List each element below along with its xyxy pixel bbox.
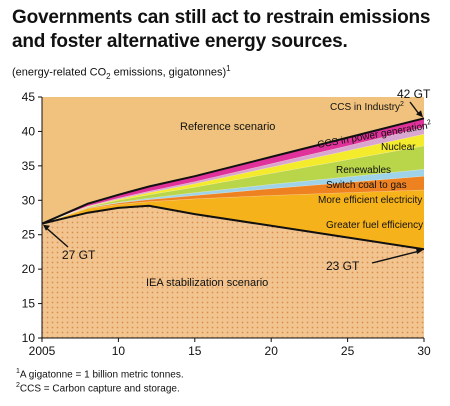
callout-start-arrow <box>45 227 69 248</box>
y-tick-label-20: 20 <box>22 262 36 276</box>
title-line-2: and foster alternative energy sources. <box>12 31 348 52</box>
wedge-boundary-3 <box>41 145 425 224</box>
wedge-ccs-in-industry <box>42 118 424 224</box>
footnote-2-text: CCS = Carbon capture and storage. <box>19 383 180 395</box>
label-more-efficient-electricity: More efficient electricity <box>318 195 422 206</box>
y-tick-label-35: 35 <box>22 159 36 173</box>
x-tick-label-30: 30 <box>417 344 431 358</box>
y-tick-label-15: 15 <box>22 297 36 311</box>
chart-subtitle: (energy-related CO2 emissions, gigatonne… <box>12 64 231 81</box>
callout-stabilization-arrowhead <box>416 248 423 255</box>
wedge-nuclear <box>42 134 424 224</box>
wedge-boundary-2 <box>41 169 425 224</box>
footnote-1-text: A gigatonne = 1 billion metric tonnes. <box>19 369 184 381</box>
wedge-more-efficient-electricity <box>42 176 424 224</box>
x-tick-label-15: 15 <box>188 344 202 358</box>
reference-line <box>41 117 425 225</box>
footnote-2: 2CCS = Carbon capture and storage. <box>16 382 180 394</box>
label-ccs-industry: CCS in Industry2 <box>330 101 404 113</box>
title-line-1: Governments can still act to restrain em… <box>12 7 431 28</box>
wedge-boundary-5 <box>41 127 425 224</box>
wedge-boundary-4 <box>41 134 425 224</box>
y-tick-label-45: 45 <box>22 90 36 104</box>
label-end-42gt: 42 GT <box>397 87 431 101</box>
callout-reference-arrowhead <box>416 110 423 118</box>
wedge-boundary-0 <box>41 189 425 224</box>
callout-start-arrowhead <box>43 224 50 231</box>
x-tick-label-20: 20 <box>265 344 279 358</box>
label-greater-fuel-efficiency: Greater fuel efficiency <box>326 220 423 231</box>
y-tick-label-10: 10 <box>22 331 36 345</box>
stabilization-line <box>41 204 425 251</box>
label-start-27gt: 27 GT <box>62 248 96 262</box>
x-tick-label-2005: 2005 <box>29 344 56 358</box>
subtitle-text-end: emissions, gigatonnes) <box>110 66 227 79</box>
label-stabilization-scenario: IEA stabilization scenario <box>146 277 268 289</box>
label-nuclear: Nuclear <box>381 142 416 153</box>
x-tick-label-25: 25 <box>341 344 355 358</box>
label-end-23gt: 23 GT <box>326 259 360 273</box>
subtitle-subscript: 2 <box>106 71 111 81</box>
label-switch-coal-to-gas: Switch coal to gas <box>326 180 407 191</box>
footnote-2-mark: 2 <box>16 382 20 389</box>
y-tick-label-25: 25 <box>22 228 36 242</box>
stabilization-scenario-area <box>42 205 424 338</box>
label-renewables: Renewables <box>336 165 391 176</box>
subtitle-text: (energy-related CO <box>12 66 107 79</box>
wedge-renewables <box>42 145 424 224</box>
callout-stabilization-arrow <box>371 250 420 264</box>
x-tick-label-10: 10 <box>112 344 126 358</box>
wedge-switch-coal-to-gas <box>42 169 424 224</box>
footnote-1-mark: 1 <box>16 368 20 375</box>
label-reference-scenario: Reference scenario <box>180 121 275 133</box>
wedge-boundary-1 <box>41 176 425 224</box>
footnote-1: 1A gigatonne = 1 billion metric tonnes. <box>16 368 184 380</box>
y-tick-label-40: 40 <box>22 124 36 138</box>
subtitle-footnote-mark: 1 <box>226 64 231 73</box>
y-tick-label-30: 30 <box>22 193 36 207</box>
chart-title: Governments can still act to restrain em… <box>12 6 442 54</box>
